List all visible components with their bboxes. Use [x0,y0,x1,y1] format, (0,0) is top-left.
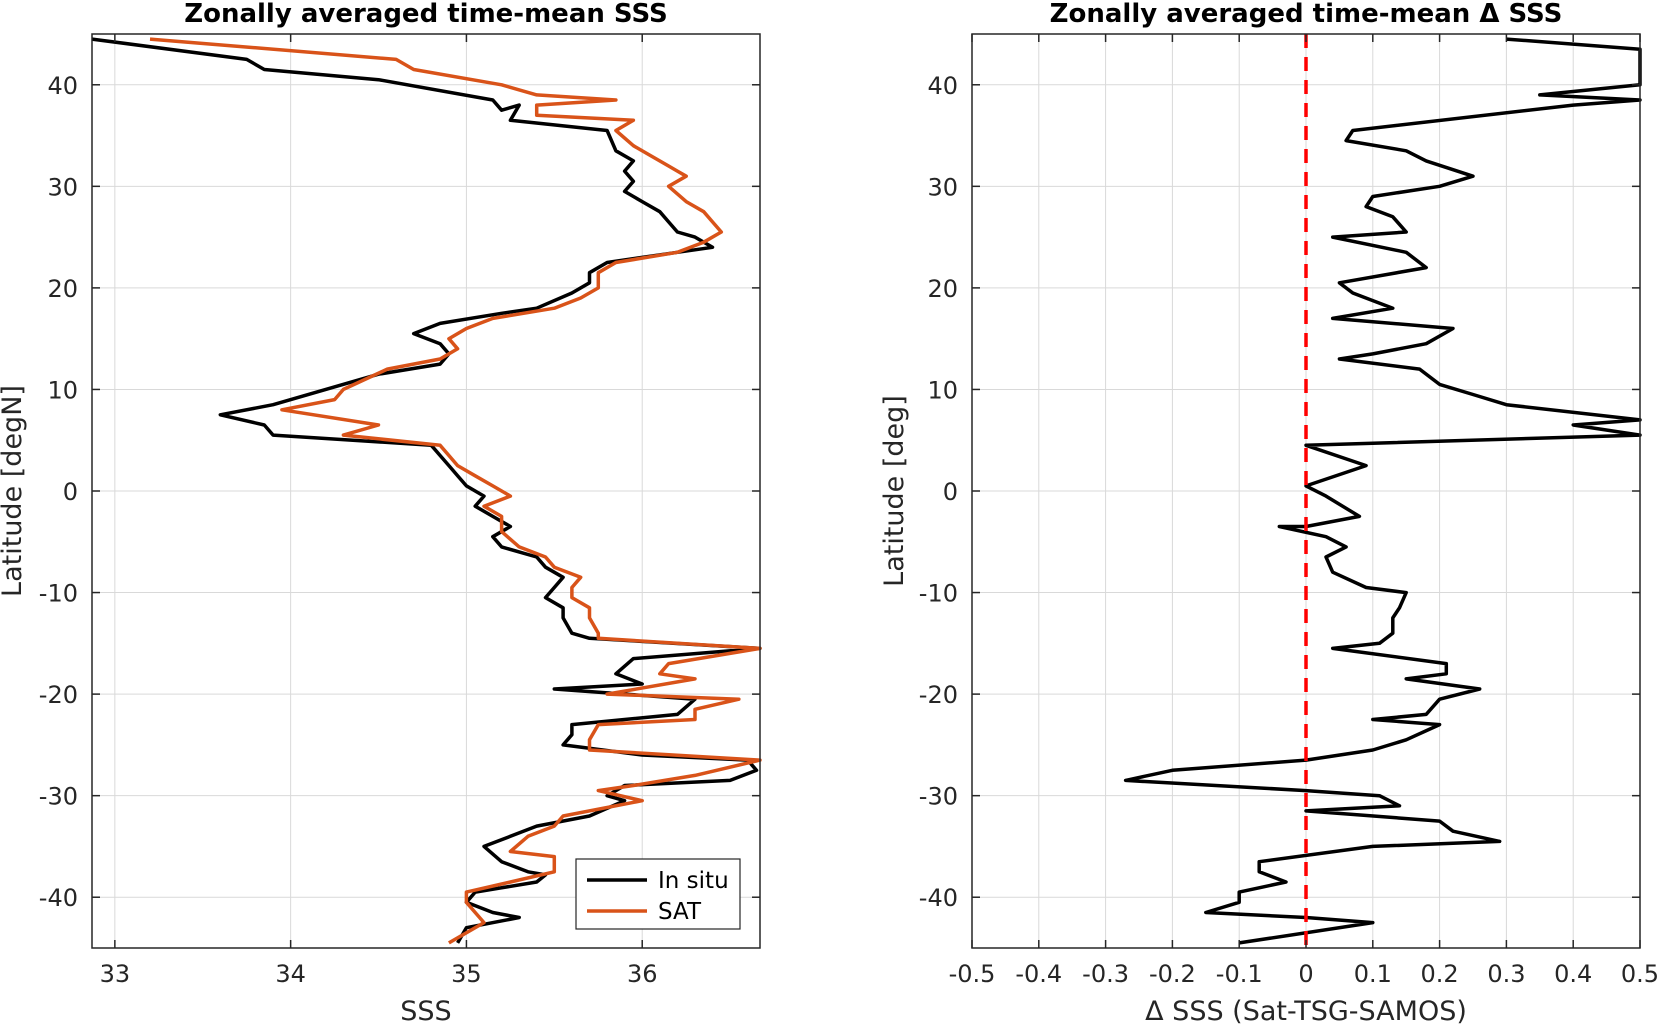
right-y-tick-label: -20 [919,681,958,709]
left-chart-title: Zonally averaged time-mean SSS [184,0,668,29]
left-chart-panel: 33 34 35 36 -40 -30 -20 -10 0 10 20 30 40 Zonally av… [0,0,762,1025]
right-x-tick-label: 0.5 [1621,960,1659,988]
right-chart-panel: -0.5 -0.4 -0.3 -0.2 -0.1 0 0.1 0.2 0.3 0.4 0.5 -40 -… [879,0,1659,1025]
right-x-tick-label: 0.2 [1421,960,1459,988]
right-x-tick-label: -0.4 [1015,960,1062,988]
left-series-line-sat [149,37,762,945]
left-x-tick-label: 35 [451,960,482,988]
right-x-axis-label: Δ SSS (Sat-TSG-SAMOS) [1145,996,1467,1025]
right-y-tick-label: -30 [919,783,958,811]
left-x-tick-label: 36 [627,960,658,988]
left-y-tick-label: -40 [39,884,78,912]
legend-label-in-situ: In situ [658,868,729,894]
left-y-tick-label: 30 [47,173,78,201]
right-x-tick-label: -0.2 [1149,960,1196,988]
right-y-tick-label: 40 [927,72,958,100]
right-y-tick-label: 0 [943,478,958,506]
left-y-tick-label: -10 [39,580,78,608]
right-y-axis-label: Latitude [deg] [879,395,910,587]
legend-box [575,858,741,930]
right-y-tick-label: 10 [927,376,958,404]
left-series-line-in-situ [91,37,762,944]
right-y-tick-label: -40 [919,884,958,912]
left-y-tick-label: 10 [47,376,78,404]
legend-label-sat: SAT [658,899,702,925]
left-y-tick-label: -20 [39,681,78,709]
right-x-tick-label: -0.3 [1082,960,1129,988]
right-x-tick-label: 0.3 [1487,960,1525,988]
right-x-tick-label: -0.1 [1216,960,1263,988]
left-y-tick-label: -30 [39,783,78,811]
left-y-tick-label: 40 [47,72,78,100]
right-x-tick-label: -0.5 [949,960,996,988]
legend: In situ SAT [575,858,741,930]
right-x-tick-label: 0.1 [1354,960,1392,988]
left-y-axis-label: Latitude [degN] [0,385,28,597]
right-y-tick-label: 30 [927,173,958,201]
left-y-tick-label: 0 [63,478,78,506]
right-y-tick-label: 20 [927,275,958,303]
right-y-tick-label: -10 [919,580,958,608]
left-y-tick-label: 20 [47,275,78,303]
right-chart-title: Zonally averaged time-mean Δ SSS [1050,0,1563,29]
right-x-tick-label: 0 [1298,960,1313,988]
left-x-tick-label: 33 [100,960,131,988]
left-x-axis-label: SSS [400,996,451,1025]
right-series-line-delta-sss [1123,37,1642,945]
right-x-tick-label: 0.4 [1554,960,1592,988]
left-x-tick-label: 34 [275,960,306,988]
